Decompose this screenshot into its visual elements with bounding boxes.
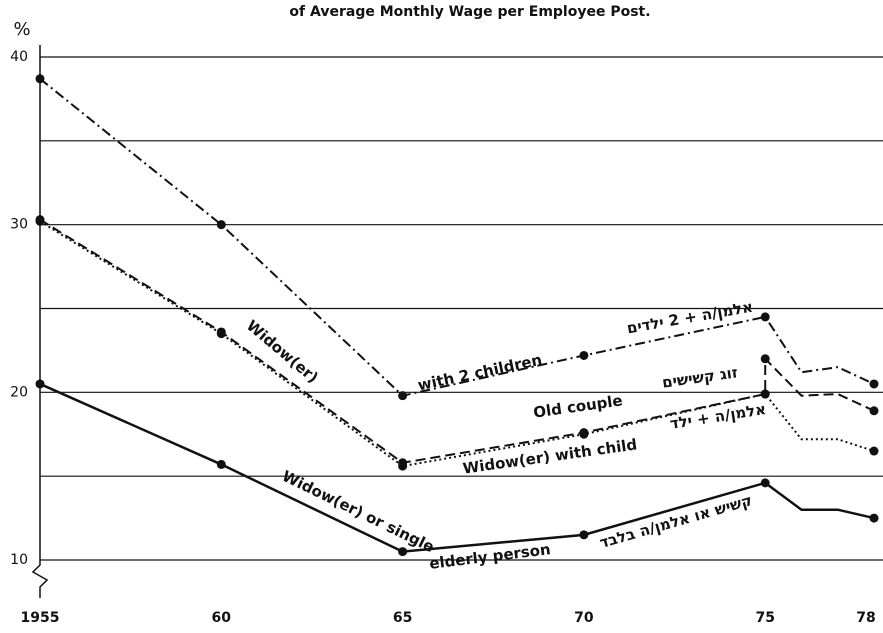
annotation: with 2 children (416, 351, 544, 395)
data-point (869, 379, 879, 389)
series-line (39, 220, 875, 468)
data-point (579, 350, 589, 360)
data-point (760, 312, 770, 322)
data-point (398, 547, 408, 557)
data-point (579, 429, 589, 439)
data-point (216, 459, 226, 469)
chart-title: of Average Monthly Wage per Employee Pos… (289, 4, 650, 20)
data-point (869, 446, 879, 456)
y-tick-label: 30 (10, 217, 28, 233)
data-point (398, 391, 408, 401)
series-line (39, 218, 875, 464)
y-axis (31, 45, 49, 598)
annotation: זוג קשישים (661, 363, 739, 391)
y-tick-label: 40 (10, 49, 28, 65)
data-point (869, 406, 879, 416)
annotation: Widow(er) with child (462, 435, 639, 477)
x-tick-label: 78 (856, 610, 875, 626)
data-point (35, 216, 45, 226)
data-point (869, 513, 879, 523)
x-tick-label: 1955 (21, 610, 60, 626)
x-tick-label: 75 (755, 610, 774, 626)
y-unit: % (13, 19, 30, 40)
data-point (216, 329, 226, 339)
series-line (39, 382, 875, 553)
data-point (760, 389, 770, 399)
annotation: Old couple (532, 391, 623, 421)
data-point (760, 478, 770, 488)
series-line (39, 78, 875, 397)
data-point (579, 530, 589, 540)
data-point (35, 74, 45, 84)
x-tick-label: 60 (212, 610, 232, 626)
x-tick-label: 70 (574, 610, 594, 626)
annotation: elderly person (428, 540, 551, 573)
annotation: Widow(er) or single (279, 467, 437, 556)
data-point (216, 220, 226, 230)
data-point (760, 354, 770, 364)
annotation: אלמן/ה + 2 ילדים (625, 298, 754, 338)
annotation: קשיש או אלמן/ה בלבד (597, 491, 754, 552)
y-tick-label: 20 (10, 384, 28, 400)
x-tick-label: 65 (393, 610, 412, 626)
y-tick-label: 10 (10, 552, 28, 568)
data-point (35, 379, 45, 389)
data-point (398, 461, 408, 471)
